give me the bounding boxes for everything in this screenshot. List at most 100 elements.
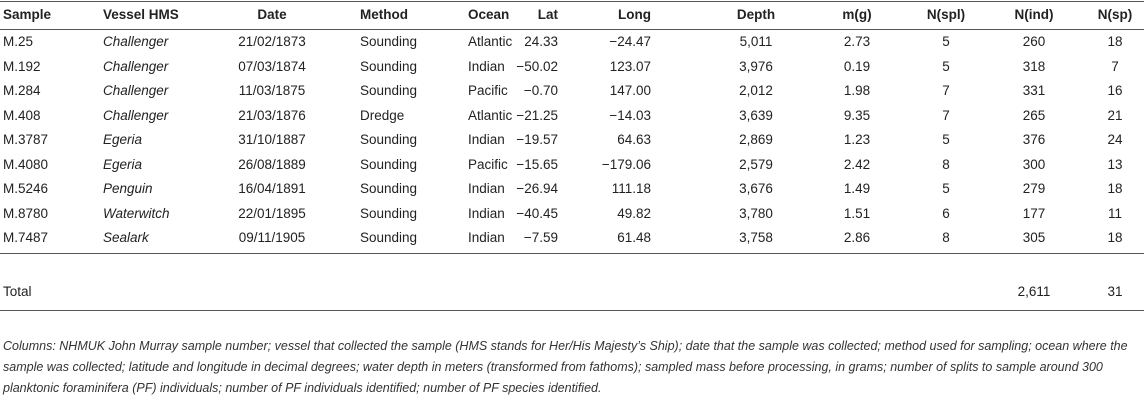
table-cell: 21/03/1876 xyxy=(238,107,306,123)
table-cell: −19.57 xyxy=(516,132,558,147)
table-cell: 5 xyxy=(942,34,950,49)
column-header: N(ind) xyxy=(1014,7,1054,22)
table-cell: 1.51 xyxy=(843,205,871,221)
table-cell: M.3787 xyxy=(3,132,49,147)
column-header: N(sp) xyxy=(1097,7,1133,22)
table-cell: 7 xyxy=(942,83,950,98)
bottom-rule xyxy=(0,310,1144,311)
table-cell: Indian xyxy=(468,230,505,245)
table-cell: Pacific xyxy=(468,156,508,172)
column-header: m(g) xyxy=(842,7,872,22)
table-cell: 147.00 xyxy=(609,83,651,98)
table-cell: −7.59 xyxy=(523,230,558,245)
table-cell: 24 xyxy=(1107,132,1123,147)
total-cell: 2,611 xyxy=(1017,284,1051,299)
table-cell: 123.07 xyxy=(609,58,651,74)
table-cell: M.408 xyxy=(3,107,41,123)
table-cell: 5,011 xyxy=(739,34,773,49)
column-header: Depth xyxy=(736,7,776,22)
table-cell: Indian xyxy=(468,58,505,74)
table-cell: Sounding xyxy=(360,181,418,196)
table-cell: Pacific xyxy=(468,83,508,98)
table-cell: 265 xyxy=(1022,107,1046,123)
table-cell: 3,758 xyxy=(739,230,773,245)
table-cell: Atlantic xyxy=(468,34,513,49)
column-header: Ocean xyxy=(468,7,510,22)
column-header: Long xyxy=(618,7,651,22)
table-cell: 8 xyxy=(942,156,950,172)
table-cell: Challenger xyxy=(103,34,169,49)
table-cell: 18 xyxy=(1107,181,1123,196)
table-cell: Sealark xyxy=(103,230,149,245)
table-caption: Columns: NHMUK John Murray sample number… xyxy=(3,339,1128,395)
table-cell: M.284 xyxy=(3,83,41,98)
table-cell: 07/03/1874 xyxy=(238,58,306,74)
table-cell: 31/10/1887 xyxy=(238,132,306,147)
table-cell: 5 xyxy=(942,132,950,147)
total-cell: 31 xyxy=(1107,284,1123,299)
table-cell: 0.19 xyxy=(843,58,871,74)
table-cell: Challenger xyxy=(103,58,169,74)
table-cell: −40.45 xyxy=(516,205,558,221)
table-cell: 21 xyxy=(1107,107,1123,123)
table-cell: 177 xyxy=(1022,205,1046,221)
column-header: Lat xyxy=(537,7,558,22)
table-cell: 376 xyxy=(1022,132,1046,147)
table-cell: −24.47 xyxy=(609,34,651,49)
table-cell: 111.18 xyxy=(611,181,651,196)
table-cell: Sounding xyxy=(360,132,418,147)
table-cell: 305 xyxy=(1022,230,1046,245)
table-cell: 6 xyxy=(942,205,950,221)
column-header: Method xyxy=(360,7,408,22)
table-cell: 260 xyxy=(1022,34,1046,49)
table-cell: −21.25 xyxy=(516,107,558,123)
table-cell: 16 xyxy=(1107,83,1123,98)
table-cell: −50.02 xyxy=(516,58,558,74)
table-cell: 11 xyxy=(1107,205,1123,221)
table-cell: Sounding xyxy=(360,83,418,98)
table-cell: 61.48 xyxy=(617,230,651,245)
table-cell: 1.49 xyxy=(843,181,871,196)
table-cell: 318 xyxy=(1022,58,1046,74)
table-cell: M.7487 xyxy=(3,230,49,245)
table-cell: 2,012 xyxy=(739,83,773,98)
header-rule xyxy=(0,29,1144,30)
table-cell: 9.35 xyxy=(843,107,871,123)
table-cell: 2,869 xyxy=(739,132,773,147)
table-cell: 2.86 xyxy=(843,230,871,245)
table-cell: M.8780 xyxy=(3,205,49,221)
table-cell: 09/11/1905 xyxy=(238,230,306,245)
table-cell: −26.94 xyxy=(516,181,558,196)
table-cell: 18 xyxy=(1107,34,1123,49)
table-cell: 5 xyxy=(942,58,950,74)
table-cell: 13 xyxy=(1107,156,1123,172)
table-cell: 1.23 xyxy=(843,132,871,147)
table-cell: Sounding xyxy=(360,205,418,221)
table-cell: Indian xyxy=(468,132,505,147)
table-cell: Dredge xyxy=(360,107,405,123)
table-cell: 3,676 xyxy=(739,181,773,196)
table-cell: Egeria xyxy=(103,132,143,147)
table-cell: M.25 xyxy=(3,34,34,49)
table-cell: Sounding xyxy=(360,34,418,49)
table-cell: Challenger xyxy=(103,83,169,98)
table-cell: M.4080 xyxy=(3,156,49,172)
table-cell: 18 xyxy=(1107,230,1123,245)
table-cell: 24.33 xyxy=(524,34,558,49)
table-cell: Penguin xyxy=(103,181,153,196)
top-rule xyxy=(0,1,1144,2)
table-cell: −14.03 xyxy=(609,107,651,123)
table-cell: 49.82 xyxy=(617,205,651,221)
table-cell: 22/01/1895 xyxy=(238,205,306,221)
column-header: N(spl) xyxy=(926,7,966,22)
table-cell: 300 xyxy=(1022,156,1046,172)
table-cell: 16/04/1891 xyxy=(238,181,306,196)
total-label: Total xyxy=(3,284,32,299)
table-cell: −15.65 xyxy=(516,156,558,172)
table-cell: Indian xyxy=(468,205,505,221)
table-cell: 1.98 xyxy=(843,83,871,98)
table-cell: Sounding xyxy=(360,156,418,172)
table-cell: 5 xyxy=(942,181,950,196)
